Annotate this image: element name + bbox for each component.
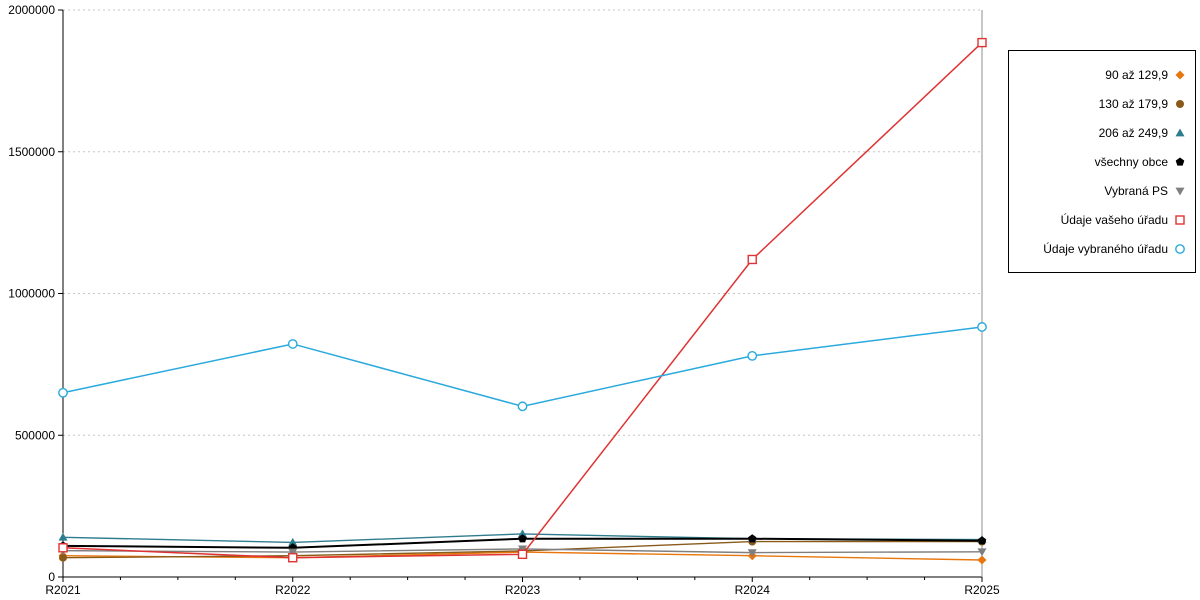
chart-legend: 90 až 129,9 130 až 179,9 206 až 249,9 vš… — [1008, 50, 1196, 273]
legend-label: 206 až 249,9 — [1098, 125, 1168, 140]
legend-label: všechny obce — [1094, 154, 1168, 169]
svg-text:2000000: 2000000 — [8, 3, 55, 17]
legend-label: 90 až 129,9 — [1105, 67, 1168, 82]
svg-text:R2025: R2025 — [964, 583, 1000, 597]
legend-label: 130 až 179,9 — [1098, 96, 1168, 111]
svg-text:0: 0 — [48, 570, 55, 584]
diamond-icon — [1175, 70, 1185, 79]
pentagon-icon — [1175, 157, 1185, 166]
svg-text:R2023: R2023 — [505, 583, 541, 597]
circle-open-icon — [1175, 243, 1185, 254]
square-open-icon — [1175, 214, 1185, 225]
svg-text:1500000: 1500000 — [8, 145, 55, 159]
legend-item: Údaje vybraného úřadu — [1017, 234, 1187, 263]
legend-label: Údaje vašeho úřadu — [1060, 212, 1168, 227]
legend-label: Údaje vybraného úřadu — [1043, 241, 1168, 256]
legend-item: 130 až 179,9 — [1017, 89, 1187, 118]
svg-text:R2022: R2022 — [275, 583, 311, 597]
triangle-down-icon — [1175, 187, 1185, 195]
svg-text:1000000: 1000000 — [8, 287, 55, 301]
svg-text:500000: 500000 — [15, 428, 55, 442]
legend-label: Vybraná PS — [1104, 183, 1168, 198]
svg-text:R2021: R2021 — [45, 583, 81, 597]
triangle-up-icon — [1175, 128, 1185, 136]
legend-item: Vybraná PS — [1017, 176, 1187, 205]
legend-item: všechny obce — [1017, 147, 1187, 176]
svg-text:R2024: R2024 — [735, 583, 771, 597]
line-chart: 0 500000 1000000 1500000 2000000 R2021 R2022 R2… — [8, 3, 1000, 597]
legend-item: Údaje vašeho úřadu — [1017, 205, 1187, 234]
circle-icon — [1176, 99, 1184, 108]
legend-item: 90 až 129,9 — [1017, 60, 1187, 89]
legend-item: 206 až 249,9 — [1017, 118, 1187, 147]
